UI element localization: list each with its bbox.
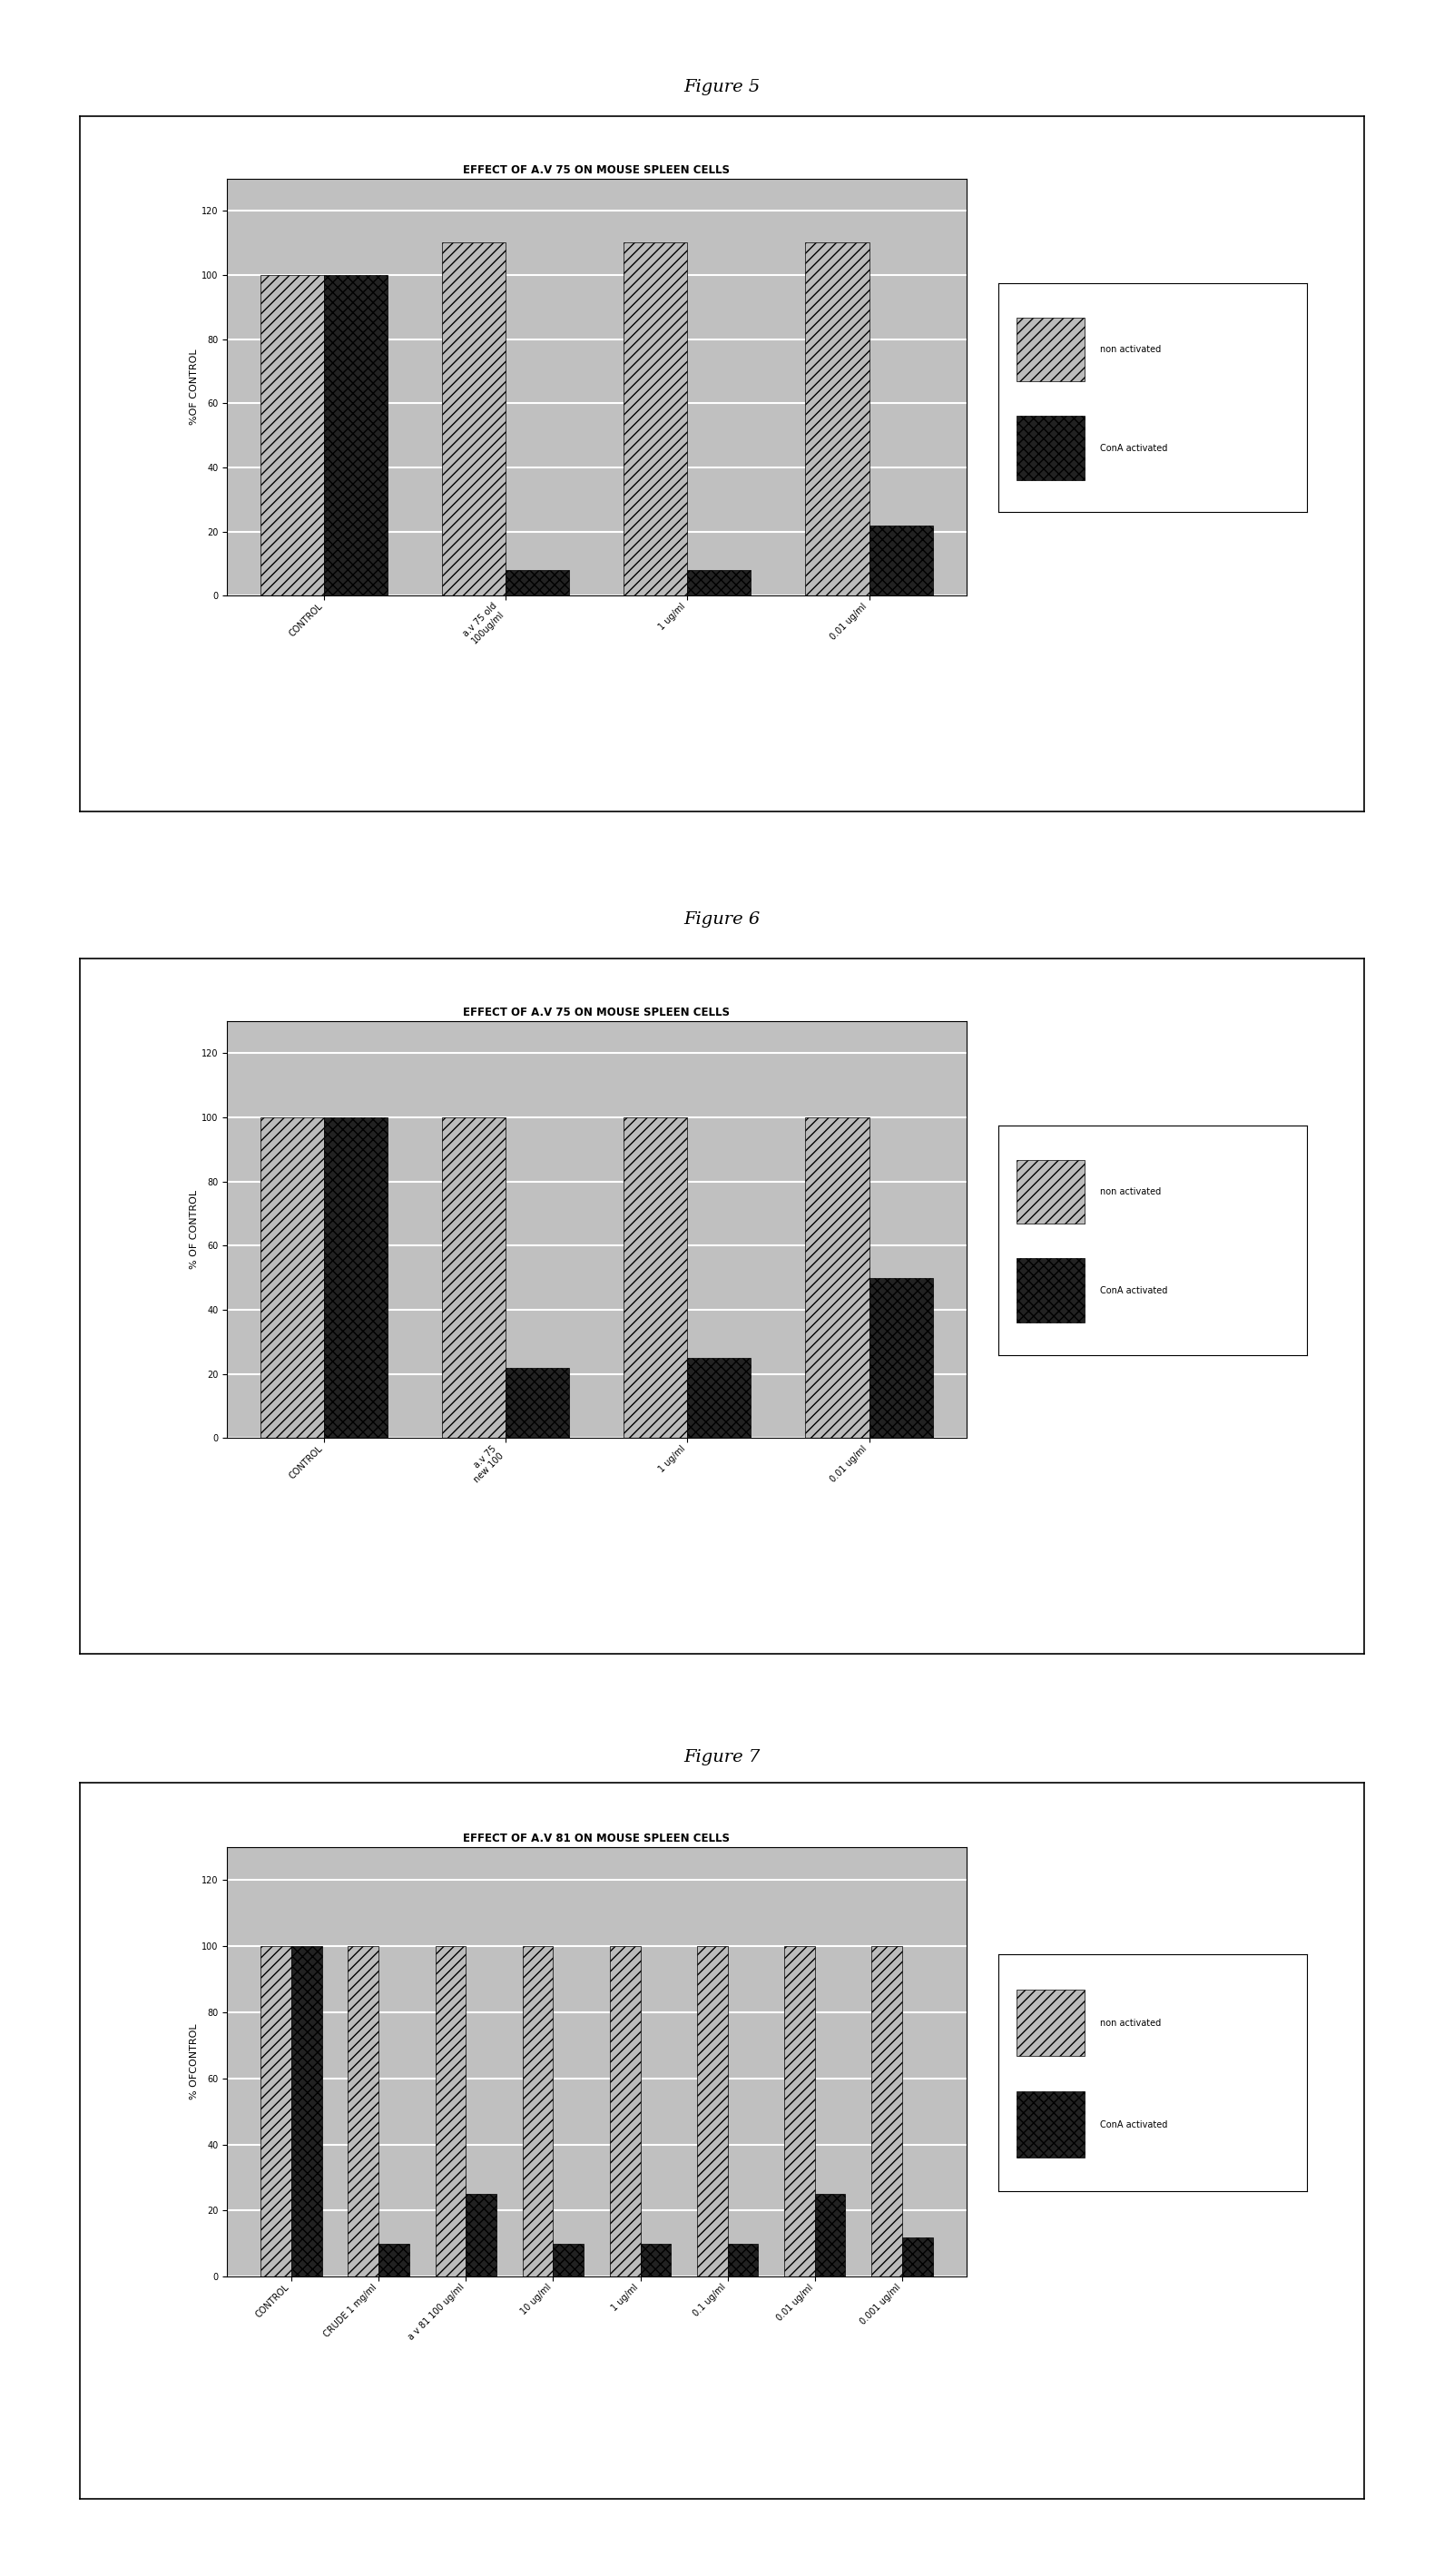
Bar <box>869 1278 933 1437</box>
Bar <box>442 242 505 595</box>
Bar <box>687 1358 751 1437</box>
Bar <box>261 1118 325 1437</box>
Text: ConA activated: ConA activated <box>1100 1285 1168 1296</box>
Bar <box>624 242 687 595</box>
Bar <box>261 276 325 595</box>
Bar <box>609 1947 640 2277</box>
Bar <box>869 526 933 595</box>
Bar <box>435 1947 466 2277</box>
Bar <box>466 2195 497 2277</box>
Bar <box>1017 1989 1084 2056</box>
Bar <box>814 2195 845 2277</box>
Bar <box>523 1947 553 2277</box>
Y-axis label: % OFCONTROL: % OFCONTROL <box>191 2025 199 2099</box>
Text: Figure 5: Figure 5 <box>684 80 760 95</box>
Bar <box>806 1118 869 1437</box>
Bar <box>505 1368 569 1437</box>
Text: Figure 7: Figure 7 <box>684 1749 760 1765</box>
Text: ConA activated: ConA activated <box>1100 443 1168 453</box>
Bar <box>442 1118 505 1437</box>
Text: non activated: non activated <box>1100 1188 1161 1195</box>
Bar <box>1017 1159 1084 1224</box>
Y-axis label: % OF CONTROL: % OF CONTROL <box>191 1190 199 1270</box>
Bar <box>292 1947 322 2277</box>
Bar <box>325 1118 388 1437</box>
Bar <box>505 569 569 595</box>
Bar <box>325 276 388 595</box>
Text: non activated: non activated <box>1100 2020 1161 2027</box>
Bar <box>687 569 751 595</box>
Bar <box>640 2244 671 2277</box>
Bar <box>1017 2092 1084 2159</box>
Bar <box>728 2244 758 2277</box>
Title: EFFECT OF A.V 81 ON MOUSE SPLEEN CELLS: EFFECT OF A.V 81 ON MOUSE SPLEEN CELLS <box>464 1834 731 1844</box>
Bar <box>261 1947 292 2277</box>
Bar <box>697 1947 728 2277</box>
Bar <box>348 1947 378 2277</box>
Bar <box>1017 317 1084 381</box>
Title: EFFECT OF A.V 75 ON MOUSE SPLEEN CELLS: EFFECT OF A.V 75 ON MOUSE SPLEEN CELLS <box>464 165 731 175</box>
Bar <box>1017 415 1084 479</box>
Bar <box>378 2244 409 2277</box>
Y-axis label: %OF CONTROL: %OF CONTROL <box>191 350 199 425</box>
Bar <box>806 242 869 595</box>
Text: Figure 6: Figure 6 <box>684 912 760 927</box>
Text: ConA activated: ConA activated <box>1100 2120 1168 2130</box>
Text: non activated: non activated <box>1100 345 1161 353</box>
Bar <box>1017 1257 1084 1321</box>
Bar <box>553 2244 583 2277</box>
Bar <box>872 1947 902 2277</box>
Title: EFFECT OF A.V 75 ON MOUSE SPLEEN CELLS: EFFECT OF A.V 75 ON MOUSE SPLEEN CELLS <box>464 1007 731 1018</box>
Bar <box>624 1118 687 1437</box>
Bar <box>784 1947 814 2277</box>
Bar <box>902 2236 933 2277</box>
